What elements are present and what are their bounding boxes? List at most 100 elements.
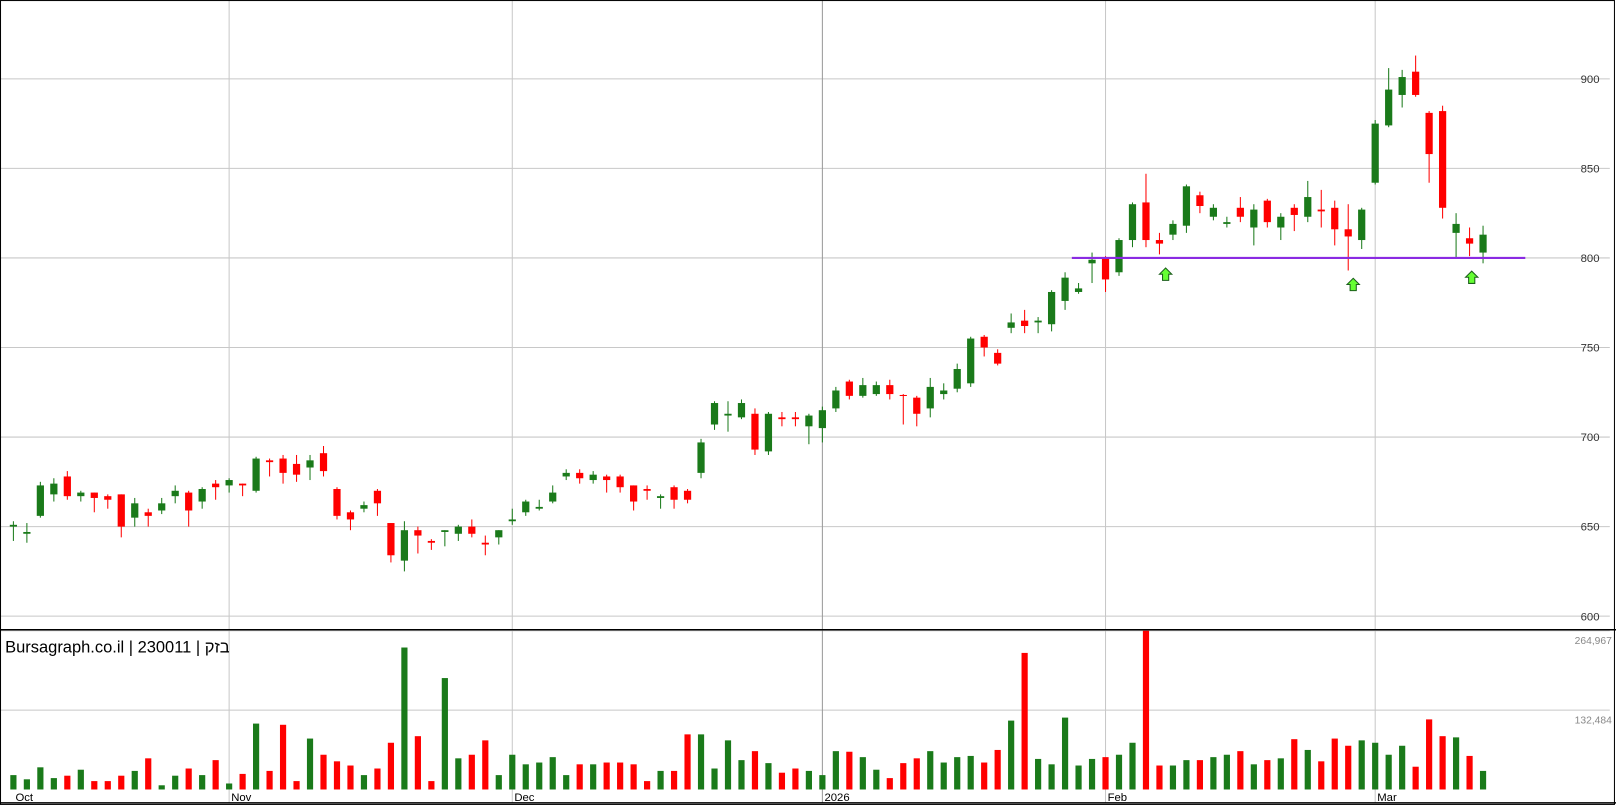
candle-body [980, 336, 988, 348]
candle-body [441, 530, 449, 532]
volume-bar [199, 775, 206, 790]
volume-bar [118, 775, 125, 790]
candle-body [818, 410, 826, 429]
volume-bar [670, 770, 678, 790]
candle-body [1169, 223, 1177, 235]
volume-bar [441, 678, 448, 790]
candle-body [1304, 197, 1312, 217]
volume-bar [846, 751, 853, 790]
candle-body [9, 524, 18, 527]
candle-body [23, 531, 31, 534]
candle-body [576, 472, 584, 479]
x-tick-label: Nov [231, 792, 251, 804]
candle-body [185, 492, 193, 511]
candle-body [643, 488, 651, 491]
volume-bar [563, 775, 570, 790]
volume-bar [1345, 745, 1352, 790]
candle-body [265, 460, 274, 463]
candle-body [994, 352, 1002, 364]
candle-body [1034, 320, 1042, 323]
volume-bar [1008, 720, 1015, 790]
volume-bar [387, 742, 395, 790]
candle-body [1412, 71, 1420, 95]
y-tick-label: 600 [1581, 611, 1600, 623]
candle-body [549, 492, 557, 502]
volume-bar [1385, 754, 1392, 790]
volume-bar [23, 779, 30, 790]
volume-bar [832, 751, 839, 790]
volume-bar [697, 734, 705, 790]
candle-body [1196, 195, 1204, 207]
volume-bar [145, 758, 152, 790]
volume-bar [1291, 739, 1298, 790]
candle-body [562, 472, 570, 477]
x-tick-label: 2026 [824, 792, 849, 804]
candle-body [751, 413, 759, 450]
volume-bar [1277, 758, 1284, 790]
volume-bar [630, 764, 637, 790]
volume-bar [37, 767, 44, 790]
volume-bar [226, 783, 233, 790]
volume-bar [1412, 766, 1419, 790]
volume-bar [913, 758, 920, 790]
candle-body [886, 385, 894, 395]
volume-bar [1169, 765, 1177, 790]
candle-body [1223, 222, 1231, 224]
x-tick-label: Mar [1377, 792, 1397, 804]
candle-body [1061, 277, 1069, 301]
candle-body [104, 496, 112, 500]
candle-body [791, 417, 800, 420]
candle-body [697, 442, 705, 473]
volume-bar [1102, 757, 1109, 790]
candle-body [1385, 89, 1393, 126]
marks [9, 55, 1526, 790]
volume-bar [549, 757, 556, 790]
candle-body [1317, 209, 1325, 212]
candle-body [50, 483, 58, 495]
candle-body [90, 492, 98, 498]
volume-bar [1115, 754, 1123, 790]
volume-bar [1399, 745, 1406, 790]
y-tick-label: 900 [1581, 74, 1600, 86]
volume-bar [10, 775, 17, 790]
volume-bar [886, 778, 893, 790]
candle-body [859, 385, 867, 396]
candle-body [1007, 322, 1015, 328]
volume-bar [509, 754, 516, 790]
volume-bar [603, 762, 610, 790]
candle-body [737, 403, 746, 418]
volume-bar [347, 765, 354, 790]
candle-body [967, 338, 975, 384]
volume-bar [482, 740, 489, 790]
volume-bar [765, 763, 772, 790]
candle-body [171, 490, 179, 497]
candle-body [63, 476, 71, 497]
candle-body [373, 490, 382, 504]
candle-body [427, 540, 435, 543]
candle-body [630, 485, 638, 502]
candle-body [1452, 223, 1460, 233]
candle-body [1182, 186, 1191, 226]
volume-bar [1372, 742, 1379, 790]
volume-bar [1358, 740, 1365, 790]
candle-body [77, 492, 85, 497]
candle-body [481, 542, 489, 545]
candle-body [1263, 200, 1271, 223]
volume-bar [1439, 736, 1446, 790]
candle-body [1331, 207, 1339, 230]
candle-body [333, 488, 341, 516]
y-tick-label: 850 [1581, 164, 1600, 176]
y2-tick-label: 132,484 [1575, 716, 1612, 727]
candle-body [764, 413, 773, 452]
volume-bar [253, 723, 260, 790]
candle-body [778, 417, 786, 420]
chart-title: Bursagraph.co.il | 230011 | בזק [5, 638, 230, 656]
candle-body [131, 503, 139, 518]
volume-bar [1210, 757, 1217, 790]
volume-bar [522, 764, 529, 790]
candle-body [239, 483, 247, 486]
volume-bar [954, 757, 961, 790]
